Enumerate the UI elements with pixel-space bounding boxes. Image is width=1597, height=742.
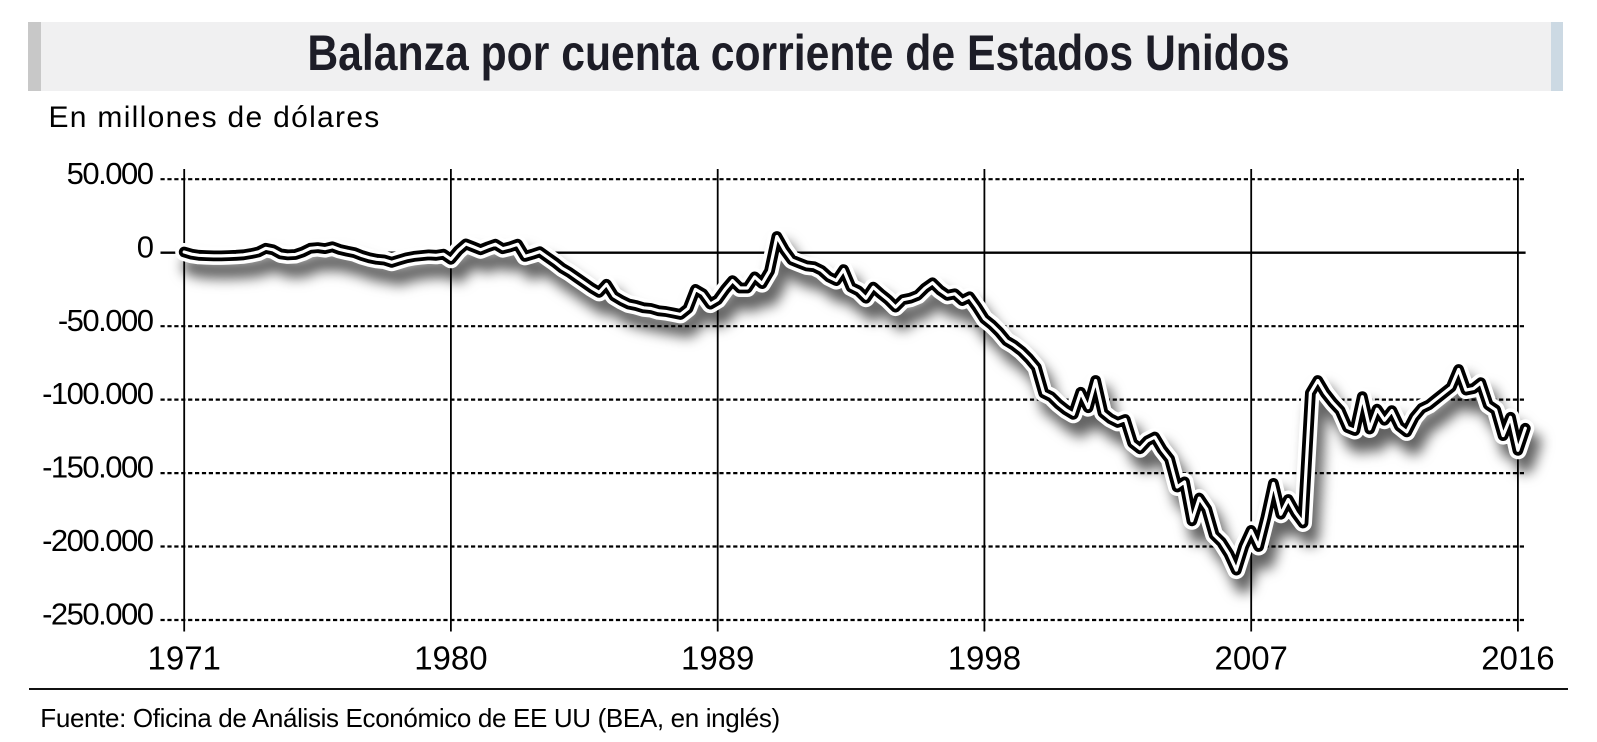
svg-text:1989: 1989: [681, 639, 754, 676]
svg-text:1980: 1980: [414, 639, 487, 676]
svg-text:1971: 1971: [147, 639, 220, 676]
svg-text:2007: 2007: [1214, 639, 1287, 676]
svg-text:-50.000: -50.000: [58, 303, 154, 338]
svg-text:50.000: 50.000: [67, 156, 154, 191]
svg-text:1998: 1998: [948, 639, 1021, 676]
svg-text:-100.000: -100.000: [42, 376, 154, 411]
svg-text:0: 0: [137, 229, 154, 264]
svg-text:2016: 2016: [1481, 639, 1554, 676]
svg-text:-150.000: -150.000: [42, 450, 154, 485]
svg-text:-250.000: -250.000: [42, 597, 154, 632]
svg-text:-200.000: -200.000: [42, 523, 154, 558]
